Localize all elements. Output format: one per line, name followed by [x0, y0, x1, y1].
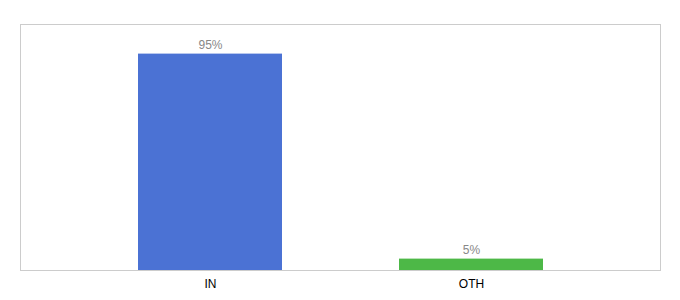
svg-text:95%: 95% [198, 38, 222, 52]
svg-text:OTH: OTH [459, 277, 484, 291]
svg-text:5%: 5% [463, 243, 481, 257]
svg-text:IN: IN [205, 277, 217, 291]
